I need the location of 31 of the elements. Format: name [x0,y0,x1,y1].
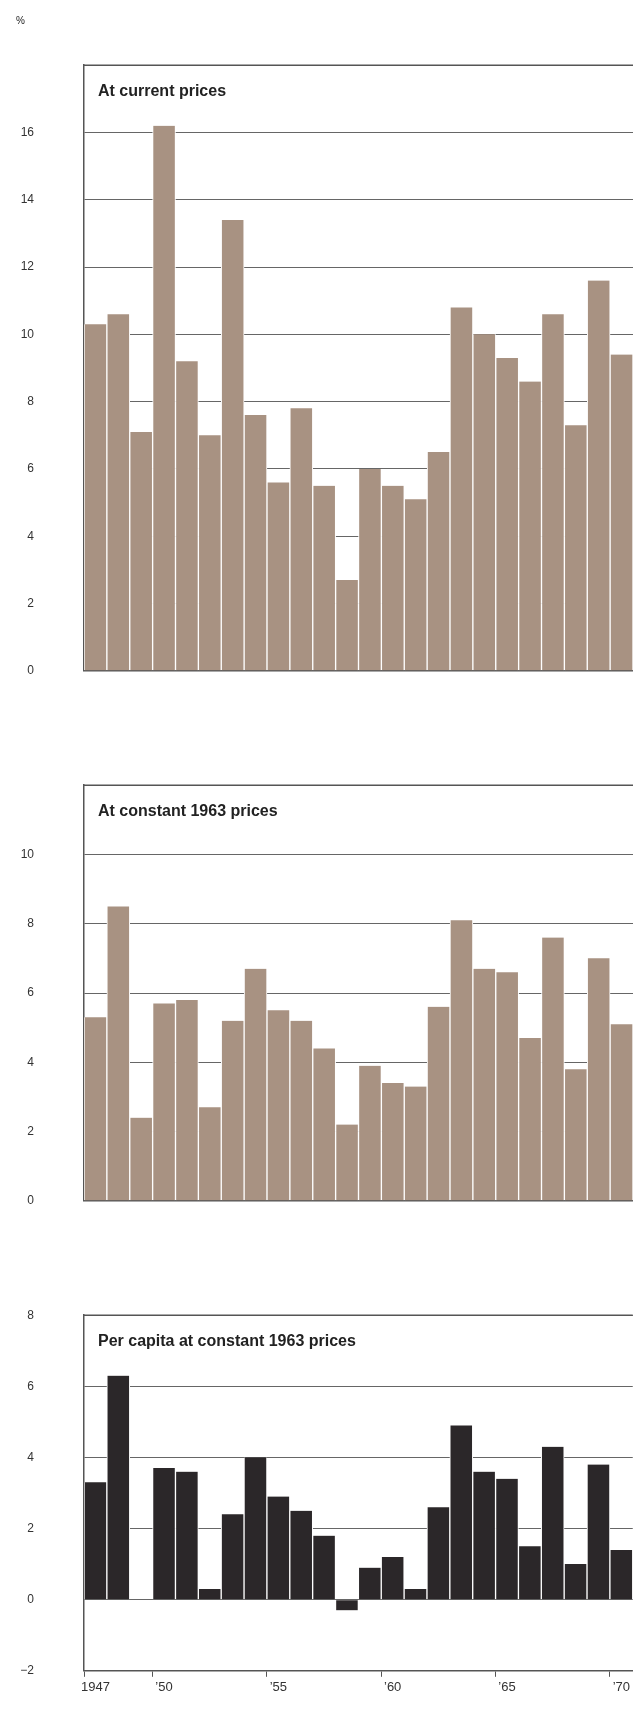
y-tick-label: 10 [20,326,35,341]
y-tick-label: 8 [27,1307,35,1322]
y-tick-label: 8 [27,393,35,408]
text: At current prices [98,81,227,99]
y-tick-label: 4 [27,1054,35,1069]
x-tick-label: ’60 [384,1679,402,1695]
y-tick-label: 2 [27,1123,35,1138]
y-tick-label: 4 [27,528,35,543]
y-axis-title: % [16,14,25,26]
y-tick-label: 2 [27,595,35,610]
y-tick-label: 16 [20,124,35,139]
y-tick-label: 14 [20,192,35,207]
y-tick-label: 6 [27,461,35,476]
text: Per capita at constant 1963 prices [98,1331,356,1349]
y-tick-label: 0 [27,1591,35,1606]
y-tick-label: 10 [20,846,35,861]
y-tick-label: 0 [27,663,35,678]
y-tick-label: 0 [27,1193,35,1208]
x-tick-label: ’55 [269,1679,288,1695]
text: At constant 1963 prices [98,801,278,819]
y-tick-label: 6 [27,985,35,1000]
y-tick-label: 6 [27,1378,35,1393]
y-tick-label: 8 [27,916,35,931]
y-tick-label: −2 [20,1663,35,1678]
y-tick-label: 2 [27,1520,35,1535]
y-tick-label: 12 [20,259,35,274]
y-tick-label: 4 [27,1449,35,1464]
x-tick-label: ’65 [498,1679,516,1695]
x-tick-label: ’50 [155,1679,173,1695]
x-tick-label: 1947 [80,1679,110,1695]
x-tick-label: ’70 [612,1679,631,1695]
